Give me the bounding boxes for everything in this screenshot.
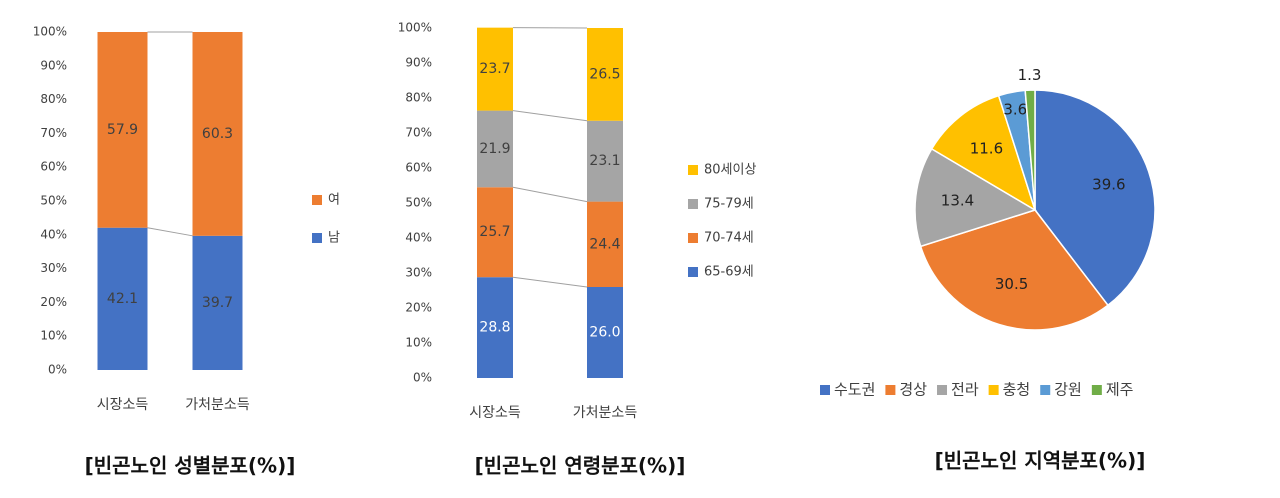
y-tick-label: 90% [405,56,432,70]
legend-swatch [688,199,698,209]
legend-label: 수도권 [834,381,875,399]
data-label: 28.8 [479,320,510,336]
y-tick-label: 30% [405,266,432,280]
bar-segment [97,227,148,370]
data-label: 26.5 [589,66,620,82]
y-tick-label: 50% [405,196,432,210]
y-tick-label: 30% [40,261,67,275]
bar-segment [192,32,243,236]
data-label: 13.4 [941,192,974,210]
legend-swatch [688,233,698,243]
legend-swatch [820,385,830,395]
data-label: 23.7 [479,61,510,77]
y-tick-label: 90% [40,58,67,72]
y-tick-label: 20% [40,295,67,309]
y-tick-label: 40% [40,227,67,241]
legend-label: 80세이상 [704,163,756,178]
legend-label: 65-69세 [704,265,754,280]
y-tick-label: 80% [40,92,67,106]
bar-segment [97,32,148,228]
pie-slice [914,147,1037,248]
data-label: 39.7 [202,295,233,311]
chart-title: [빈곤노인 연령분포(%)] [475,454,686,478]
y-tick-label: 10% [40,329,67,343]
legend-swatch [937,385,948,395]
data-label: 23.1 [589,153,620,169]
y-tick-label: 70% [405,126,432,140]
connector-line [512,186,588,203]
data-label: 57.9 [107,122,138,138]
y-tick-label: 40% [405,231,432,245]
legend-label: 75-79세 [704,197,754,212]
pie-slice [1034,89,1156,307]
data-label: 60.3 [202,126,233,142]
data-label: 26.0 [589,325,620,341]
y-tick-label: 50% [40,194,67,208]
data-label: 25.7 [479,224,510,240]
data-label: 30.5 [995,275,1028,293]
legend-swatch [688,267,698,277]
legend-swatch [988,385,999,395]
data-label: 11.6 [970,139,1003,157]
bar-segment [477,277,513,378]
legend-swatch [1040,385,1051,395]
x-tick-label: 시장소득 [97,397,149,413]
x-tick-label: 가처분소득 [185,397,250,413]
data-label: 3.6 [1003,100,1027,118]
y-tick-label: 100% [33,25,67,39]
legend-swatch [688,165,698,175]
connector-line [147,227,193,237]
y-tick-label: 100% [398,21,432,35]
y-tick-label: 80% [405,91,432,105]
bar-segment [477,110,513,188]
legend-label: 남 [328,231,340,246]
y-tick-label: 10% [405,336,432,350]
data-label: 24.4 [589,236,620,252]
chart-title: [빈곤노인 지역분포(%)] [935,449,1146,473]
legend-swatch [312,233,322,243]
legend-label: 경상 [899,381,927,399]
legend-swatch [312,195,322,205]
data-label: 42.1 [107,291,138,307]
pie-slice [1024,89,1036,211]
bar-segment [587,201,623,287]
legend-label: 여 [328,193,340,208]
bar-segment [587,28,623,121]
data-label: 39.6 [1092,175,1125,193]
y-tick-label: 60% [40,160,67,174]
bar-segment [477,27,513,111]
y-tick-label: 0% [48,363,67,377]
legend-swatch [885,385,896,395]
bar-segment [587,287,623,378]
pie-slice [930,94,1037,212]
pie-slice [919,209,1110,331]
legend-swatch [1091,385,1102,395]
connector-line [512,276,588,288]
connector-line [512,110,588,122]
x-tick-label: 가처분소득 [573,405,638,421]
legend-label: 전라 [951,381,979,399]
legend-label: 강원 [1054,381,1082,399]
y-tick-label: 20% [405,301,432,315]
legend-label: 충청 [1003,381,1031,399]
data-label: 1.3 [1018,66,1042,84]
legend-label: 제주 [1106,381,1134,399]
data-label: 21.9 [479,141,510,157]
y-tick-label: 0% [413,371,432,385]
bar-segment [192,235,243,370]
bar-segment [477,187,513,278]
bar-segment [587,120,623,202]
y-tick-label: 60% [405,161,432,175]
legend-label: 70-74세 [704,231,754,246]
y-tick-label: 70% [40,126,67,140]
x-tick-label: 시장소득 [469,405,521,421]
chart-title: [빈곤노인 성별분포(%)] [85,454,296,478]
